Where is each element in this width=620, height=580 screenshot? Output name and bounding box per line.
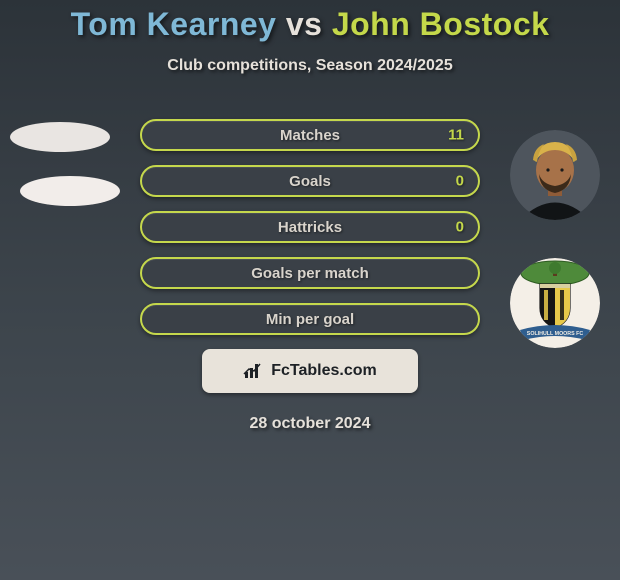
title-vs: vs — [286, 6, 323, 42]
stat-label: Hattricks — [278, 219, 342, 236]
stat-value: 0 — [456, 219, 464, 236]
club-crest: SOLIHULL MOORS FC — [510, 258, 600, 348]
subtitle: Club competitions, Season 2024/2025 — [0, 57, 620, 75]
watermark-text: FcTables.com — [271, 362, 377, 380]
stat-label: Matches — [280, 127, 340, 144]
stat-row-goals: Goals 0 — [140, 165, 480, 197]
date-text: 28 october 2024 — [0, 415, 620, 433]
left-player-placeholder-2 — [20, 176, 120, 206]
title-player2: John Bostock — [332, 6, 550, 42]
stat-label: Goals per match — [251, 265, 369, 282]
right-player-avatar — [510, 130, 600, 220]
title-player1: Tom Kearney — [71, 6, 277, 42]
left-player-placeholder-1 — [10, 122, 110, 152]
stat-label: Min per goal — [266, 311, 354, 328]
stat-label: Goals — [289, 173, 331, 190]
stat-row-mpg: Min per goal — [140, 303, 480, 335]
stat-row-gpm: Goals per match — [140, 257, 480, 289]
watermark-badge: FcTables.com — [202, 349, 418, 393]
stat-value: 11 — [448, 127, 464, 144]
stat-row-hattricks: Hattricks 0 — [140, 211, 480, 243]
chart-icon — [243, 362, 265, 380]
page-title: Tom Kearney vs John Bostock — [0, 6, 620, 43]
stat-row-matches: Matches 11 — [140, 119, 480, 151]
stat-value: 0 — [456, 173, 464, 190]
crest-banner-text: SOLIHULL MOORS FC — [527, 331, 584, 337]
